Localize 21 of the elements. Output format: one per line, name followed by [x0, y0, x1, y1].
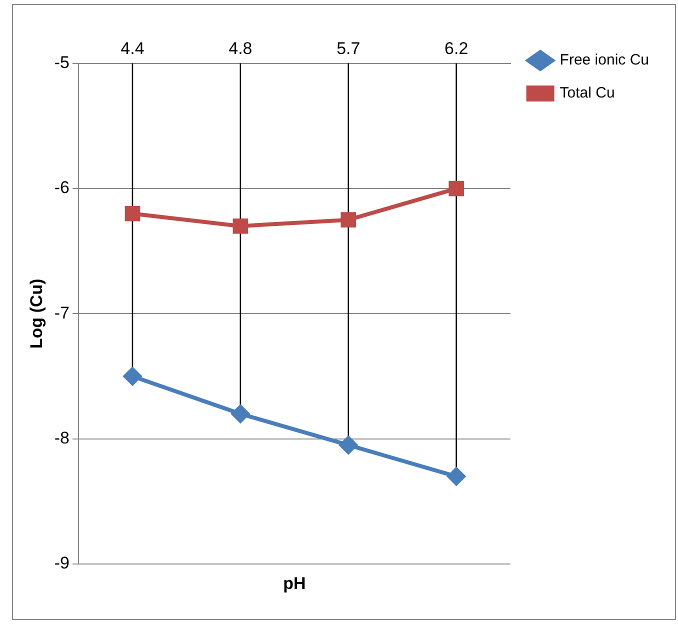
point: [231, 404, 250, 423]
x-tick-label: 4.8: [228, 38, 252, 58]
y-tick-label: -8: [54, 428, 70, 448]
point: [447, 467, 466, 486]
point: [124, 206, 140, 222]
point: [339, 436, 358, 454]
x-tick-label: 4.4: [120, 38, 144, 58]
legend-label: Total Cu: [560, 84, 615, 102]
point: [340, 212, 356, 228]
y-tick-label: -7: [54, 303, 70, 322]
y-tick-label: -5: [54, 53, 70, 72]
point: [232, 218, 248, 234]
legend-label: Free ionic Cu: [560, 52, 649, 69]
point: [448, 180, 464, 196]
x-tick-label: 6.2: [444, 38, 468, 58]
x-axis-title: pH: [283, 574, 306, 594]
y-tick-label: -6: [54, 178, 70, 198]
x-tick-label: 5.7: [336, 38, 360, 58]
y-axis-title: Log (Cu): [26, 278, 46, 349]
point: [123, 367, 142, 386]
y-tick-label: -9: [54, 554, 70, 573]
